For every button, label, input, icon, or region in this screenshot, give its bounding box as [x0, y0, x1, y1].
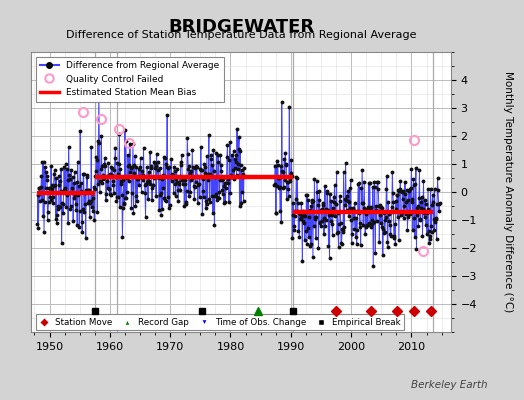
Text: Berkeley Earth: Berkeley Earth	[411, 380, 487, 390]
Legend: Station Move, Record Gap, Time of Obs. Change, Empirical Break: Station Move, Record Gap, Time of Obs. C…	[36, 314, 405, 330]
Text: Monthly Temperature Anomaly Difference (°C): Monthly Temperature Anomaly Difference (…	[503, 71, 514, 313]
Text: Difference of Station Temperature Data from Regional Average: Difference of Station Temperature Data f…	[66, 30, 416, 40]
Text: BRIDGEWATER: BRIDGEWATER	[168, 18, 314, 36]
